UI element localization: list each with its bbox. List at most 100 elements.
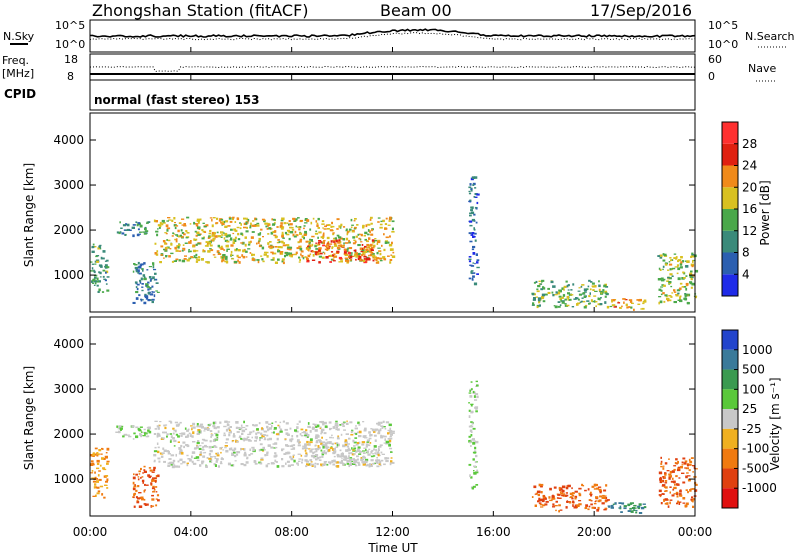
power-echo-cell [260, 228, 263, 231]
power-echo-cell [690, 286, 693, 289]
power-echo-cell [471, 218, 475, 222]
vel-echo-cell [664, 490, 667, 492]
vel-echo-cell [603, 508, 607, 511]
power-echo-cell [293, 219, 296, 222]
power-echo-cell [163, 257, 165, 259]
vel-echo-cell [252, 430, 255, 433]
power-echo-cell [248, 241, 251, 244]
power-echo-cell [307, 240, 311, 243]
vel-echo-cell [353, 461, 356, 464]
power-echo-cell [377, 217, 381, 219]
power-echo-cell [245, 221, 248, 225]
vel-echo-cell [475, 410, 478, 413]
power-echo-cell [138, 294, 141, 297]
power-echo-cell [134, 266, 138, 270]
vel-echo-cell [275, 433, 279, 436]
power-echo-cell [322, 233, 325, 236]
vel-echo-cell [475, 454, 478, 458]
power-echo-cell [367, 229, 370, 232]
vel-echo-cell [243, 454, 246, 457]
power-echo-cell [122, 224, 127, 227]
power-echo-cell [362, 224, 365, 227]
power-echo-cell [223, 232, 225, 234]
power-echo-cell [98, 264, 103, 267]
vel-echo-cell [146, 435, 150, 438]
nsky-label: N.Sky [3, 30, 35, 43]
vel-echo-cell [540, 485, 543, 488]
power-echo-cell [376, 242, 379, 245]
vel-echo-cell [196, 432, 200, 435]
power-echo-cell [177, 246, 180, 249]
vel-echo-cell [472, 485, 476, 488]
vel-echo-cell [252, 424, 255, 427]
power-echo-cell [336, 246, 340, 250]
power-echo-cell [628, 306, 631, 308]
vel-echo-cell [671, 494, 675, 497]
power-echo-cell [237, 259, 239, 262]
vel-echo-cell [606, 500, 609, 502]
vel-echo-cell [334, 422, 339, 425]
power-echo-cell [562, 294, 566, 297]
power-echo-cell [226, 240, 230, 243]
vel-echo-cell [377, 421, 381, 424]
vel-echo-cell [106, 478, 109, 482]
power-echo-cell [657, 255, 660, 257]
vel-echo-cell [383, 442, 386, 444]
vel-echo-cell [248, 433, 252, 435]
vel-echo-cell [630, 510, 634, 513]
power-echo-cell [104, 264, 108, 267]
vel-echo-cell [351, 447, 353, 450]
power-echo-cell [555, 291, 558, 294]
power-echo-cell [96, 277, 99, 281]
power-echo-cell [379, 259, 383, 262]
vel-echo-cell [257, 431, 260, 434]
power-echo-cell [600, 297, 602, 299]
vel-echo-cell [309, 438, 313, 441]
vel-echo-cell [676, 483, 679, 485]
vel-echo-cell [558, 510, 560, 513]
vel-echo-cell [209, 440, 212, 443]
vel-echo-cell [276, 437, 279, 441]
power-echo-cell [673, 253, 677, 255]
vel-echo-cell [340, 461, 343, 463]
vel-echo-cell [643, 506, 647, 509]
vel-echo-cell [91, 460, 94, 463]
power-echo-cell [148, 266, 152, 268]
power-echo-cell [147, 281, 150, 284]
vel-echo-cell [220, 451, 222, 454]
vel-echo-cell [689, 463, 692, 466]
power-echo-cell [164, 248, 167, 252]
power-echo-cell [262, 260, 265, 263]
power-echo-cell [379, 223, 383, 226]
vel-echo-cell [216, 454, 220, 457]
power-echo-cell [157, 228, 159, 230]
vel-echo-cell [588, 499, 592, 501]
power-echo-cell [225, 260, 229, 264]
vel-echo-cell [470, 404, 473, 407]
vel-echo-cell [361, 460, 363, 464]
vel-echo-cell [388, 431, 392, 434]
power-echo-cell [371, 246, 375, 249]
power-echo-cell [92, 279, 96, 281]
power-echo-cell [591, 282, 595, 285]
vel-echo-cell [166, 450, 170, 453]
vel-echo-cell [228, 433, 231, 437]
vel-echo-cell [684, 504, 688, 508]
power-echo-cell [178, 235, 182, 238]
power-echo-cell [559, 297, 562, 301]
vel-echo-cell [381, 453, 385, 455]
vel-echo-cell [148, 467, 152, 469]
power-echo-cell [354, 218, 357, 220]
vel-echo-cell [572, 501, 575, 503]
power-echo-cell [105, 283, 108, 285]
power-echo-cell [660, 286, 664, 288]
power-echo-cell [178, 243, 181, 247]
vel-echo-cell [321, 464, 326, 466]
power-echo-cell [202, 250, 205, 253]
power-echo-cell [346, 233, 348, 236]
power-echo-cell [363, 235, 366, 237]
vel-echo-cell [155, 504, 158, 507]
power-echo-cell [584, 304, 588, 307]
power-echo-cell [96, 280, 100, 283]
